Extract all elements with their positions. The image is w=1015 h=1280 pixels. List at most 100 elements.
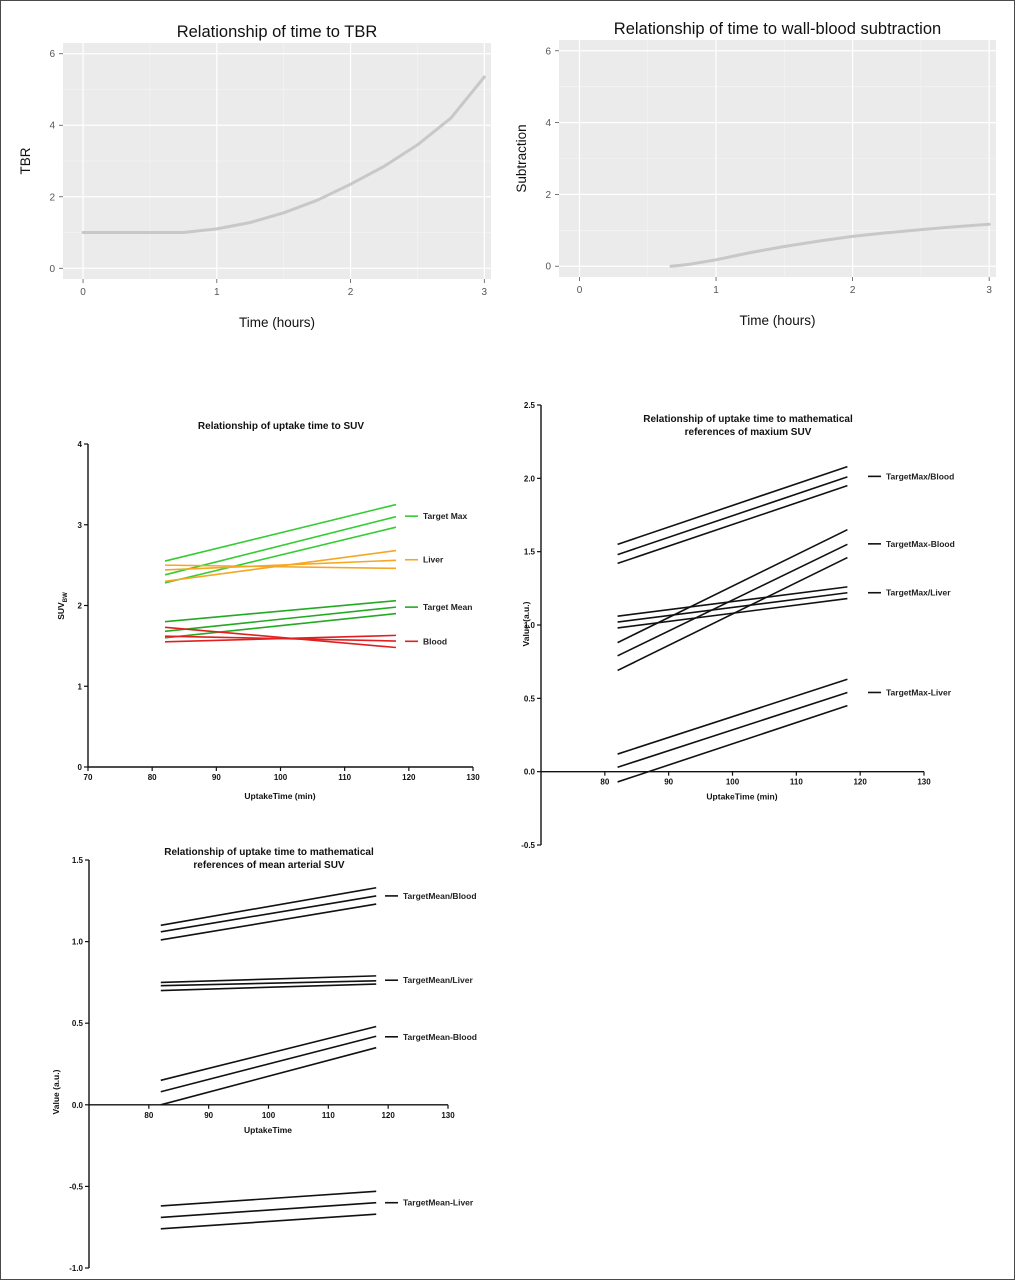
y-tick-label: 0 — [49, 264, 55, 275]
series-line — [160, 983, 377, 992]
series-label: TargetMean-Liver — [403, 1198, 474, 1208]
x-tick-label: 3 — [986, 285, 992, 296]
x-tick-label: 80 — [144, 1111, 153, 1120]
y-tick-label: 4 — [78, 440, 83, 449]
x-tick-label: 110 — [790, 778, 803, 787]
x-tick-label: 2 — [850, 285, 856, 296]
series-group: TargetMean/Liver — [160, 975, 473, 992]
y-axis-label: TBR — [18, 147, 33, 174]
x-tick-label: 130 — [466, 773, 480, 782]
x-tick-label: 70 — [84, 773, 93, 782]
y-tick-label: 1.5 — [72, 856, 84, 865]
x-axis-label: UptakeTime (min) — [706, 792, 777, 802]
series-line — [160, 1213, 377, 1230]
x-tick-label: 130 — [441, 1111, 455, 1120]
x-axis-label: UptakeTime — [244, 1125, 292, 1135]
series-line — [617, 528, 848, 644]
series-group: TargetMean-Blood — [160, 1025, 477, 1106]
y-axis-label: Subtraction — [514, 124, 529, 192]
series-group: TargetMean/Blood — [160, 886, 477, 941]
chart-1: 0 1 2 3 0 2 4 6 Relationship of time to TBR Time … — [18, 23, 491, 330]
series-line — [164, 612, 397, 639]
y-axis-label: SUVBW — [56, 592, 69, 620]
series-group: TargetMax/Liver — [617, 586, 951, 629]
series-label: Target Max — [423, 511, 468, 521]
series-line — [164, 634, 397, 643]
series-line — [617, 597, 848, 629]
y-axis-label-subscript: BW — [63, 592, 69, 602]
chart-title-line: references of mean arterial SUV — [193, 860, 345, 871]
x-tick-label: 100 — [262, 1111, 276, 1120]
x-tick-label: 130 — [917, 778, 931, 787]
series-label: Liver — [423, 555, 444, 565]
y-tick-label: 2 — [78, 602, 83, 611]
y-tick-label: 0.0 — [524, 768, 536, 777]
x-tick-label: 3 — [482, 287, 488, 298]
series-line — [617, 543, 848, 657]
series-line — [617, 476, 848, 556]
y-axis-label: Value (a.u.) — [51, 1069, 61, 1114]
series-line — [164, 564, 397, 570]
y-tick-label: 3 — [78, 521, 83, 530]
series-label: TargetMean-Blood — [403, 1032, 477, 1042]
series-group: TargetMax/Blood — [617, 465, 954, 565]
series-line — [164, 549, 397, 583]
x-tick-label: 0 — [80, 287, 86, 298]
x-tick-label: 90 — [204, 1111, 213, 1120]
y-tick-label: -0.5 — [521, 841, 535, 850]
y-tick-label: 6 — [545, 46, 551, 57]
series-line — [160, 1035, 377, 1093]
chart-title-line: references of maxium SUV — [685, 427, 812, 438]
x-tick-label: 120 — [381, 1111, 395, 1120]
y-tick-label: 1 — [78, 682, 83, 691]
x-tick-label: 120 — [402, 773, 416, 782]
series-line — [160, 1201, 377, 1219]
y-tick-label: 2 — [49, 192, 55, 203]
x-tick-label: 2 — [348, 287, 354, 298]
x-axis-label: Time (hours) — [239, 315, 315, 330]
chart-title: Relationship of uptake time to SUV — [198, 421, 364, 432]
x-tick-label: 100 — [274, 773, 288, 782]
series-line — [164, 526, 397, 584]
chart-title: Relationship of time to TBR — [177, 23, 378, 41]
series-line — [160, 1025, 377, 1082]
y-tick-label: 4 — [49, 121, 55, 132]
chart-3: 0 1 2 3 4 70 80 90 100 110 120 130 Target Max Liver Ta… — [56, 421, 480, 801]
x-tick-label: 120 — [853, 778, 867, 787]
series-line — [617, 691, 848, 769]
series-line — [160, 886, 377, 927]
series-line — [617, 591, 848, 623]
series-line — [164, 503, 397, 562]
series-line — [81, 75, 486, 234]
y-axis-label: Value (a.u.) — [521, 601, 531, 646]
series-line — [617, 465, 848, 546]
chart-title-line: Relationship of uptake time to mathemati… — [164, 847, 374, 858]
series-line — [164, 599, 397, 623]
series-group: Blood — [164, 626, 447, 649]
series-label: TargetMax/Liver — [886, 588, 951, 598]
x-tick-label: 90 — [664, 778, 673, 787]
y-tick-label: 1.0 — [524, 621, 536, 630]
x-tick-label: 100 — [726, 778, 740, 787]
series-label: TargetMax-Liver — [886, 687, 952, 697]
series-line — [160, 1046, 377, 1106]
y-tick-label: 2.0 — [524, 474, 536, 483]
y-tick-label: 2.5 — [524, 401, 536, 410]
x-tick-label: 80 — [600, 778, 609, 787]
x-tick-label: 80 — [148, 773, 157, 782]
chart-2: 0 1 2 3 0 2 4 6 Relationship of time to wall-blo… — [514, 20, 996, 328]
x-axis-label: UptakeTime (min) — [244, 791, 315, 801]
x-tick-label: 110 — [338, 773, 351, 782]
y-tick-label: 0 — [78, 763, 83, 772]
series-line — [160, 1190, 377, 1207]
y-tick-label: 1.5 — [524, 548, 536, 557]
series-line — [160, 895, 377, 933]
series-label: TargetMax/Blood — [886, 471, 954, 481]
x-tick-label: 90 — [212, 773, 221, 782]
chart-title-line: Relationship of uptake time to mathemati… — [643, 414, 853, 425]
x-tick-label: 0 — [577, 285, 583, 296]
series-line — [617, 586, 848, 617]
series-line — [160, 903, 377, 941]
